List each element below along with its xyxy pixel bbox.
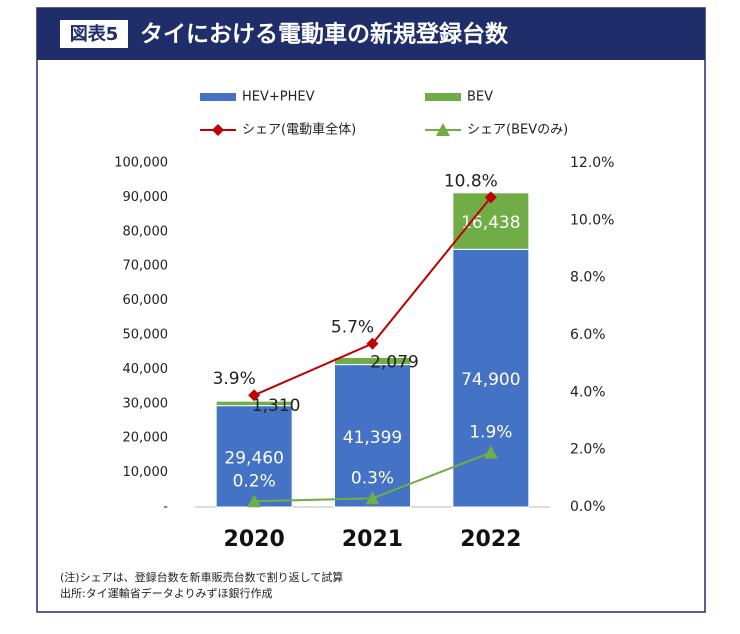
- y2-tick-label: 8.0%: [570, 270, 606, 286]
- y2-tick-label: 2.0%: [570, 442, 606, 458]
- x-tick-label: 2020: [224, 527, 285, 552]
- legend-label: シェア(電動車全体): [242, 122, 356, 138]
- legend-label: シェア(BEVのみ): [467, 123, 568, 138]
- y-tick-label: 40,000: [123, 362, 169, 377]
- y-tick-label: 90,000: [123, 190, 169, 205]
- legend-marker: [212, 124, 224, 136]
- y-tick-label: 60,000: [123, 293, 169, 308]
- y-tick-label: 20,000: [123, 431, 169, 446]
- y-tick-label: -: [163, 500, 168, 515]
- y-tick-label: 30,000: [123, 396, 169, 411]
- y-tick-label: 50,000: [123, 328, 169, 343]
- y-tick-label: 100,000: [114, 156, 168, 171]
- y2-tick-label: 4.0%: [570, 384, 606, 400]
- point: [365, 491, 380, 505]
- value-label: 2,079: [370, 352, 419, 372]
- y2-tick-label: 0.0%: [570, 499, 606, 515]
- frame: [36, 7, 706, 613]
- point: [248, 389, 261, 402]
- badge: 図表5: [70, 23, 119, 45]
- legend-label: HEV+PHEV: [242, 90, 315, 105]
- value-label: 1,310: [252, 396, 301, 416]
- x-tick-label: 2022: [460, 527, 521, 552]
- value-label: 0.2%: [233, 471, 276, 491]
- bar: [452, 248, 530, 508]
- header-band: [37, 8, 705, 60]
- legend-label: BEV: [467, 90, 493, 105]
- point: [484, 191, 497, 204]
- bar: [215, 405, 293, 508]
- x-tick-label: 2021: [342, 527, 403, 552]
- value-label: 16,438: [461, 213, 520, 233]
- y2-tick-label: 6.0%: [570, 327, 606, 343]
- legend-marker: [436, 123, 450, 136]
- note: (注)シェアは、登録台数を新車販売台数で割り返して試算: [60, 570, 343, 584]
- value-label: 0.3%: [351, 468, 394, 488]
- point: [247, 494, 262, 508]
- value-label: 10.8%: [444, 171, 498, 191]
- point: [483, 445, 498, 459]
- value-label: 29,460: [224, 448, 283, 468]
- value-label: 41,399: [343, 428, 402, 448]
- y-tick-label: 70,000: [123, 259, 169, 274]
- legend-swatch: [425, 93, 461, 101]
- y-tick-label: 80,000: [123, 224, 169, 239]
- badge-box: [60, 20, 128, 48]
- y2-tick-label: 12.0%: [570, 155, 614, 171]
- note: 出所:タイ運輸省データよりみずほ銀行作成: [60, 586, 273, 600]
- y2-tick-label: 10.0%: [570, 212, 614, 228]
- value-label: 5.7%: [331, 318, 374, 338]
- legend-swatch: [200, 93, 236, 101]
- point: [366, 337, 379, 350]
- y-tick-label: 10,000: [123, 465, 169, 480]
- value-label: 3.9%: [213, 369, 256, 389]
- value-label: 1.9%: [469, 423, 512, 443]
- value-label: 74,900: [461, 370, 520, 390]
- chart-title: タイにおける電動車の新規登録台数: [140, 21, 509, 48]
- bar: [334, 364, 411, 508]
